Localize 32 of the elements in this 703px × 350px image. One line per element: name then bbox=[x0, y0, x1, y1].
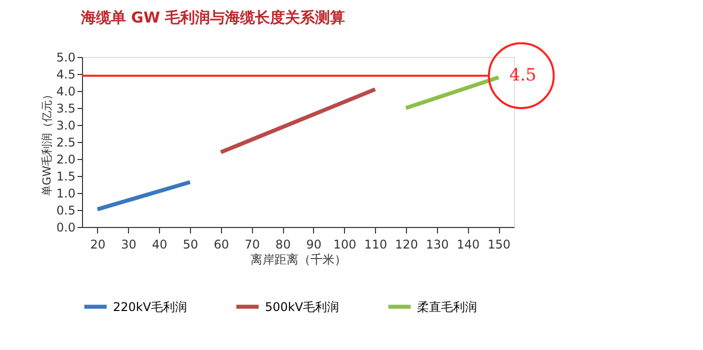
x-tick-label: 130 bbox=[426, 238, 449, 252]
y-tick-label: 4.5 bbox=[56, 68, 76, 82]
y-tick-label: 5.0 bbox=[56, 50, 76, 64]
x-tick-label: 120 bbox=[395, 238, 418, 252]
x-tick-label: 80 bbox=[275, 238, 291, 252]
y-tick-label: 3.5 bbox=[56, 102, 76, 116]
y-tick-label: 2.5 bbox=[56, 136, 76, 150]
x-tick-label: 140 bbox=[456, 238, 480, 252]
x-tick-label: 100 bbox=[333, 238, 356, 252]
x-tick-label: 60 bbox=[214, 238, 229, 252]
y-tick-label: 1.0 bbox=[56, 186, 76, 200]
x-tick-label: 30 bbox=[121, 238, 136, 252]
ref-line-label: 4.5 bbox=[509, 66, 536, 86]
y-tick-label: 0.5 bbox=[56, 204, 76, 218]
legend-label: 500kV毛利润 bbox=[265, 300, 340, 314]
x-tick-label: 40 bbox=[152, 238, 168, 252]
x-tick-label: 70 bbox=[244, 238, 260, 252]
legend-label: 柔直毛利润 bbox=[417, 300, 477, 314]
x-tick-label: 50 bbox=[182, 238, 198, 252]
y-axis-title: 单GW毛利润（亿元） bbox=[40, 88, 54, 196]
legend-label: 220kV毛利润 bbox=[113, 300, 188, 314]
x-tick-label: 90 bbox=[306, 238, 322, 252]
chart-title: 海缆单 GW 毛利润与海缆长度关系测算 bbox=[80, 8, 346, 26]
x-tick-label: 20 bbox=[90, 238, 106, 252]
y-tick-label: 2.0 bbox=[56, 152, 76, 166]
y-tick-label: 3.0 bbox=[56, 118, 76, 132]
x-tick-label: 150 bbox=[488, 238, 511, 252]
x-tick-label: 110 bbox=[364, 238, 388, 252]
x-axis-title: 离岸距离（千米） bbox=[250, 252, 346, 266]
y-tick-label: 1.5 bbox=[56, 170, 76, 184]
y-tick-label: 0.0 bbox=[56, 220, 76, 234]
y-tick-label: 4.0 bbox=[56, 84, 76, 98]
